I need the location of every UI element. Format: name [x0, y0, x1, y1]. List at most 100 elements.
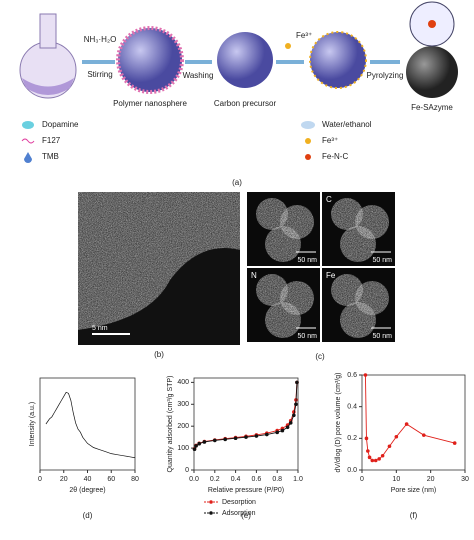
x-tick-label: 0.0	[189, 476, 199, 483]
x-tick-label: 0	[38, 476, 42, 483]
legend-icon	[22, 121, 34, 129]
x-axis-label: 2θ (degree)	[69, 487, 105, 494]
carbon-precursor	[217, 32, 273, 88]
legend-icon	[24, 152, 32, 163]
plot-frame	[193, 377, 299, 471]
particle	[265, 302, 301, 338]
y-tick-label: 300	[177, 401, 189, 408]
haadf-image: 5 nm (b) (c)	[78, 192, 325, 361]
x-tick-label: 80	[131, 476, 139, 483]
data-point	[285, 425, 290, 430]
panel-label: (c)	[315, 352, 325, 361]
legend-label: Adsorption	[222, 510, 256, 517]
panel-label: (d)	[83, 511, 93, 520]
x-axis-label: Pore size (nm)	[391, 487, 437, 494]
panel-label: (e)	[241, 511, 251, 520]
data-point	[364, 436, 369, 441]
particle	[340, 226, 376, 262]
schematic: NH₃·H₂O Stirring Polymer nanosphere Wash…	[19, 1, 458, 187]
element-label: C	[326, 195, 332, 204]
x-tick-label: 20	[60, 476, 68, 483]
data-point	[192, 447, 197, 451]
scale-label: 5 nm	[92, 325, 108, 332]
legend-icon	[21, 138, 35, 144]
data-point	[244, 435, 248, 439]
data-point	[387, 444, 392, 449]
y-tick-label: 0.6	[347, 372, 357, 379]
x-tick-label: 0.2	[210, 476, 220, 483]
legend-icon	[305, 138, 311, 144]
scale-label: 50 nm	[298, 333, 318, 340]
data-point	[254, 434, 259, 438]
legend-label: Desorption	[222, 499, 256, 506]
data-point	[295, 380, 299, 385]
x-tick-label: 10	[392, 476, 400, 483]
legend-label: Fe-N-C	[322, 152, 348, 161]
legend-label: TMB	[42, 152, 59, 161]
fe-sazyme-sphere	[406, 46, 458, 98]
data-point	[213, 438, 217, 443]
data-point	[288, 421, 293, 425]
y-tick-label: 0.2	[347, 435, 357, 442]
data-point	[452, 441, 457, 445]
data-line	[364, 374, 455, 461]
x-tick-label: 40	[84, 476, 92, 483]
y-axis-label: Quantity adsorbed (cm³/g STP)	[167, 376, 174, 473]
data-point	[394, 434, 399, 439]
scale-label: 50 nm	[373, 333, 393, 340]
data-point	[275, 430, 280, 435]
x-tick-label: 0.8	[272, 476, 282, 483]
step-label: Stirring	[87, 70, 112, 79]
element-label: N	[251, 271, 257, 280]
y-tick-label: 0	[185, 467, 189, 474]
particle	[340, 302, 376, 338]
y-axis-label: Intensity (a.u.)	[29, 402, 36, 446]
plot-frame	[39, 377, 136, 471]
legend-marker	[209, 500, 213, 504]
data-line	[194, 382, 298, 450]
data-point	[194, 444, 198, 448]
data-point	[223, 437, 227, 442]
y-tick-label: 400	[177, 379, 189, 386]
plot-frame	[361, 374, 466, 471]
panel-label: (f)	[410, 511, 418, 520]
y-axis-label: dV/dlog (D) pore volume (cm³/g)	[335, 373, 342, 473]
y-tick-label: 200	[177, 423, 189, 430]
particle	[265, 226, 301, 262]
legend-icon	[301, 121, 315, 129]
legend-label: F127	[42, 136, 61, 145]
data-point	[294, 402, 298, 407]
data-point	[233, 436, 238, 441]
data-point	[366, 449, 370, 453]
step-label: Fe³⁺	[296, 31, 312, 40]
data-point	[373, 458, 378, 463]
scale-label: 50 nm	[298, 257, 318, 264]
x-tick-label: 0	[360, 476, 364, 483]
legend-marker	[209, 511, 213, 515]
legend-label: Water/ethanol	[322, 120, 372, 129]
x-tick-label: 20	[427, 476, 435, 483]
fe-loaded-sphere	[309, 31, 367, 89]
panel-label: (a)	[232, 178, 242, 187]
flask-neck	[39, 13, 57, 49]
panel-label: (b)	[154, 350, 164, 359]
x-tick-label: 60	[107, 476, 115, 483]
x-tick-label: 1.0	[293, 476, 303, 483]
liquid	[22, 78, 74, 95]
element-label: Fe	[326, 271, 336, 280]
data-point	[265, 432, 269, 437]
data-point	[370, 458, 375, 463]
x-tick-label: 0.6	[252, 476, 262, 483]
data-point	[197, 441, 201, 446]
data-point	[367, 455, 372, 460]
step-label: Polymer nanosphere	[113, 99, 187, 108]
step-label: NH₃·H₂O	[84, 35, 117, 44]
fe-site	[428, 20, 436, 28]
legend-label: Dopamine	[42, 120, 79, 129]
x-axis-label: Relative pressure (P/P0)	[208, 487, 284, 494]
y-tick-label: 0.0	[347, 467, 357, 474]
step-label: Carbon precursor	[214, 99, 277, 108]
polymer-nanosphere	[116, 26, 184, 94]
data-point	[363, 373, 368, 377]
data-line	[45, 391, 136, 459]
